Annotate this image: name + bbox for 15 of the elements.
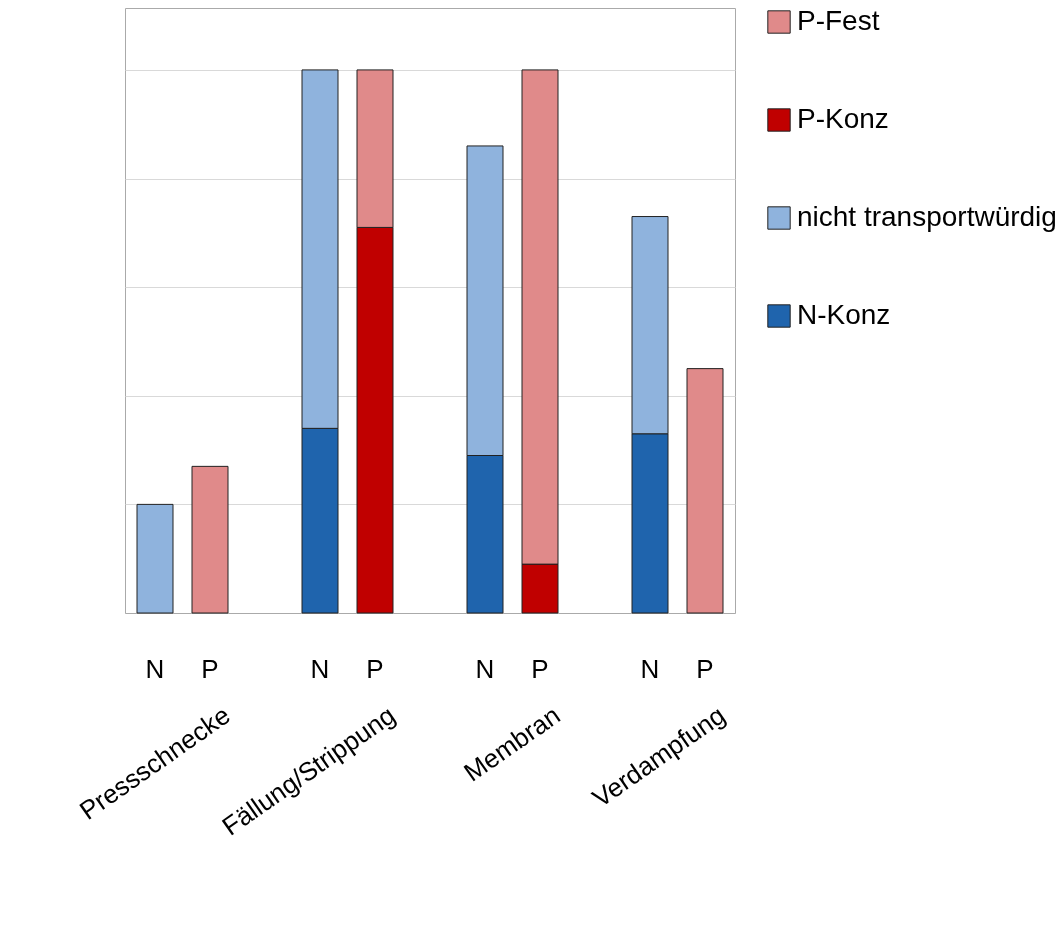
legend-label: P-Fest [797,5,880,36]
x-tick-label: N [145,654,165,684]
bar [686,368,724,614]
x-tick-label: P [201,654,219,684]
bar [191,465,229,614]
legend-label: P-Konz [797,103,889,134]
x-tick-label: N [310,654,330,684]
x-tick-label: N [640,654,660,684]
bar [136,503,174,614]
x-tick-label: N [475,654,495,684]
legend-label: nicht transportwürdig [797,201,1057,232]
x-tick-label: P [366,654,384,684]
legend-label: N-Konz [797,299,891,330]
x-tick-label: P [531,654,549,684]
x-tick-label: P [696,654,714,684]
